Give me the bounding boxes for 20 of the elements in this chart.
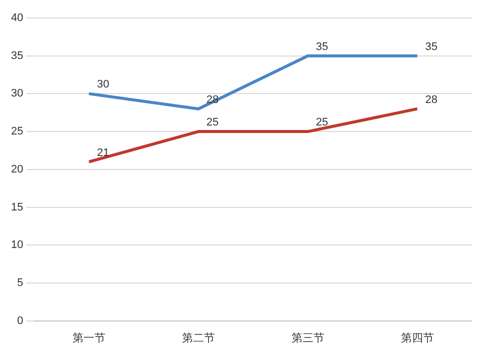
data-label: 25 xyxy=(206,116,219,129)
data-label: 35 xyxy=(425,40,438,53)
x-tick-label: 第二节 xyxy=(182,331,215,344)
y-tick-label: 10 xyxy=(10,239,24,252)
y-tick-label: 25 xyxy=(10,126,24,138)
y-tick-label: 0 xyxy=(17,314,24,327)
y-tick-label: 20 xyxy=(10,163,24,176)
y-tick-label: 30 xyxy=(10,88,24,100)
data-label: 35 xyxy=(316,40,328,53)
data-label: 21 xyxy=(96,146,110,159)
x-tick-label: 第四节 xyxy=(400,331,434,344)
y-tick-label: 5 xyxy=(17,276,24,289)
y-tick-label: 40 xyxy=(10,12,24,24)
x-tick-label: 第一节 xyxy=(72,331,106,344)
y-tick-label: 35 xyxy=(10,50,24,62)
data-label: 28 xyxy=(425,94,438,106)
y-tick-label: 15 xyxy=(10,201,24,214)
x-tick-label: 第三节 xyxy=(291,331,324,344)
data-label: 25 xyxy=(316,116,328,129)
data-label: 30 xyxy=(96,78,110,91)
